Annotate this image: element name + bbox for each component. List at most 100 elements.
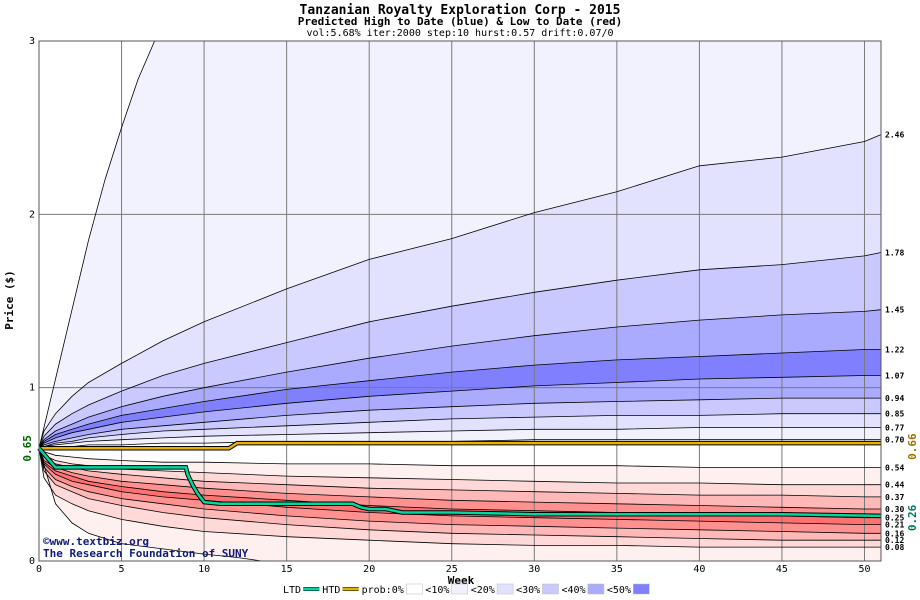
band-upper-8	[39, 427, 881, 449]
credit-org: The Research Foundation of SUNY	[43, 547, 249, 560]
y-axis-label: Price ($)	[3, 270, 16, 330]
x-tick-45: 45	[776, 564, 788, 575]
x-tick-5: 5	[119, 564, 125, 575]
x-tick-35: 35	[611, 564, 623, 575]
upper-line-0.85	[38, 413, 881, 449]
legend-label-0: LTD	[283, 585, 301, 596]
legend-label-7: <50%	[607, 585, 631, 596]
level-label-0.25: 0.25	[885, 514, 904, 523]
y-tick-1: 1	[29, 383, 35, 394]
plot-frame	[38, 40, 882, 562]
legend-swatch-5	[542, 583, 559, 595]
legend-label-2: prob:0%	[362, 585, 404, 596]
x-tick-25: 25	[446, 564, 458, 575]
x-tick-0: 0	[36, 564, 42, 575]
band-upper-6	[39, 398, 881, 449]
band-upper-7	[39, 413, 881, 449]
legend-swatch-2	[406, 583, 423, 595]
band-middle	[39, 439, 881, 468]
level-label-0.94: 0.94	[885, 394, 904, 403]
htd-line	[39, 441, 881, 450]
band-lower-3	[39, 448, 881, 509]
band-upper-top	[39, 41, 155, 449]
legend-label-1: HTD	[322, 585, 340, 596]
lower-line-0.16	[38, 448, 881, 534]
chart-title: Tanzanian Royalty Exploration Corp - 201…	[300, 3, 621, 18]
credit-url: ©www.textbiz.org	[43, 535, 149, 548]
series-lines	[37, 440, 882, 519]
upper-line-0.94	[38, 397, 881, 449]
x-tick-50: 50	[858, 564, 870, 575]
level-label-0.08: 0.08	[885, 543, 904, 552]
x-tick-15: 15	[281, 564, 293, 575]
band-upper-1	[39, 134, 881, 449]
legend-label-4: <20%	[471, 585, 495, 596]
level-label-0.12: 0.12	[885, 536, 904, 545]
level-label-1.22: 1.22	[885, 346, 904, 355]
upper-line-1.78	[38, 252, 882, 449]
lower-line-0.21	[38, 448, 881, 525]
level-labels: 2.46 1.78 1.45 1.22 1.07 0.94 0.85 0.77 0.70 0.54…	[885, 131, 904, 553]
x-tick-30: 30	[528, 564, 540, 575]
grid-lines	[39, 41, 881, 561]
level-label-1.45: 1.45	[885, 306, 904, 315]
upper-line-0.77	[38, 427, 881, 449]
legend-swatch-3	[451, 583, 468, 595]
level-label-1.07: 1.07	[885, 372, 904, 381]
band-upper-4	[39, 349, 881, 449]
level-label-0.30: 0.30	[885, 505, 904, 514]
band-lower-last	[39, 448, 881, 561]
chart-subtitle: Predicted High to Date (blue) & Low to D…	[298, 15, 623, 28]
band-lower-2	[39, 448, 881, 497]
level-label-0.54: 0.54	[885, 463, 904, 472]
legend-line-1	[342, 587, 359, 591]
legend-label-3: <10%	[425, 585, 449, 596]
lower-line-0.12	[38, 448, 881, 541]
x-tick-10: 10	[198, 564, 210, 575]
level-label-0.37: 0.37	[885, 493, 904, 502]
chart-params: vol:5.68% iter:2000 step:10 hurst:0.57 d…	[306, 28, 613, 39]
band-lower-7	[39, 448, 881, 541]
legend-swatch-4	[496, 583, 514, 595]
lower-line-0.08	[38, 448, 881, 548]
end-low-label: 0.26	[906, 504, 919, 531]
level-label-0.21: 0.21	[885, 521, 904, 530]
axis-ticks: 0 5 10 15 20 25 30 35 40 45 50 0 1 2 3	[29, 36, 871, 575]
y-tick-2: 2	[29, 209, 35, 220]
upper-line-1.45	[38, 309, 882, 449]
legend: LTD HTD prob:0% <10% <20% <30% <40% <50%	[283, 583, 650, 596]
level-label-0.85: 0.85	[885, 410, 904, 419]
y-tick-3: 3	[29, 36, 35, 47]
level-label-2.46: 2.46	[885, 131, 904, 140]
end-high-label: 0.66	[906, 433, 919, 460]
y-tick-0: 0	[29, 556, 35, 567]
upper-line-1.22	[38, 349, 881, 449]
upper-line-1.07	[38, 375, 881, 449]
legend-swatch-6	[587, 583, 605, 595]
x-tick-40: 40	[693, 564, 705, 575]
lower-line-0.44	[38, 448, 881, 486]
band-lower-6	[39, 448, 881, 534]
extreme-high-line	[38, 40, 155, 449]
level-label-0.16: 0.16	[885, 529, 904, 538]
band-upper-5	[39, 375, 881, 449]
ltd-line	[38, 447, 882, 518]
band-lower-1	[39, 448, 881, 485]
level-label-0.70: 0.70	[885, 436, 904, 445]
lower-line-0.54	[38, 447, 881, 468]
upper-line-2.46	[38, 134, 882, 449]
legend-line-0	[303, 587, 320, 591]
legend-label-6: <40%	[562, 585, 586, 596]
band-upper-2	[39, 252, 881, 449]
lower-line-0.30	[38, 448, 881, 510]
band-lower-8	[39, 448, 881, 548]
probability-bands	[39, 41, 881, 561]
band-upper-0	[39, 41, 881, 449]
level-label-1.78: 1.78	[885, 248, 904, 257]
x-tick-20: 20	[363, 564, 375, 575]
extreme-low-line	[38, 448, 262, 562]
band-upper-3	[39, 309, 881, 449]
level-label-0.77: 0.77	[885, 424, 904, 433]
start-price-label: 0.65	[21, 435, 34, 462]
